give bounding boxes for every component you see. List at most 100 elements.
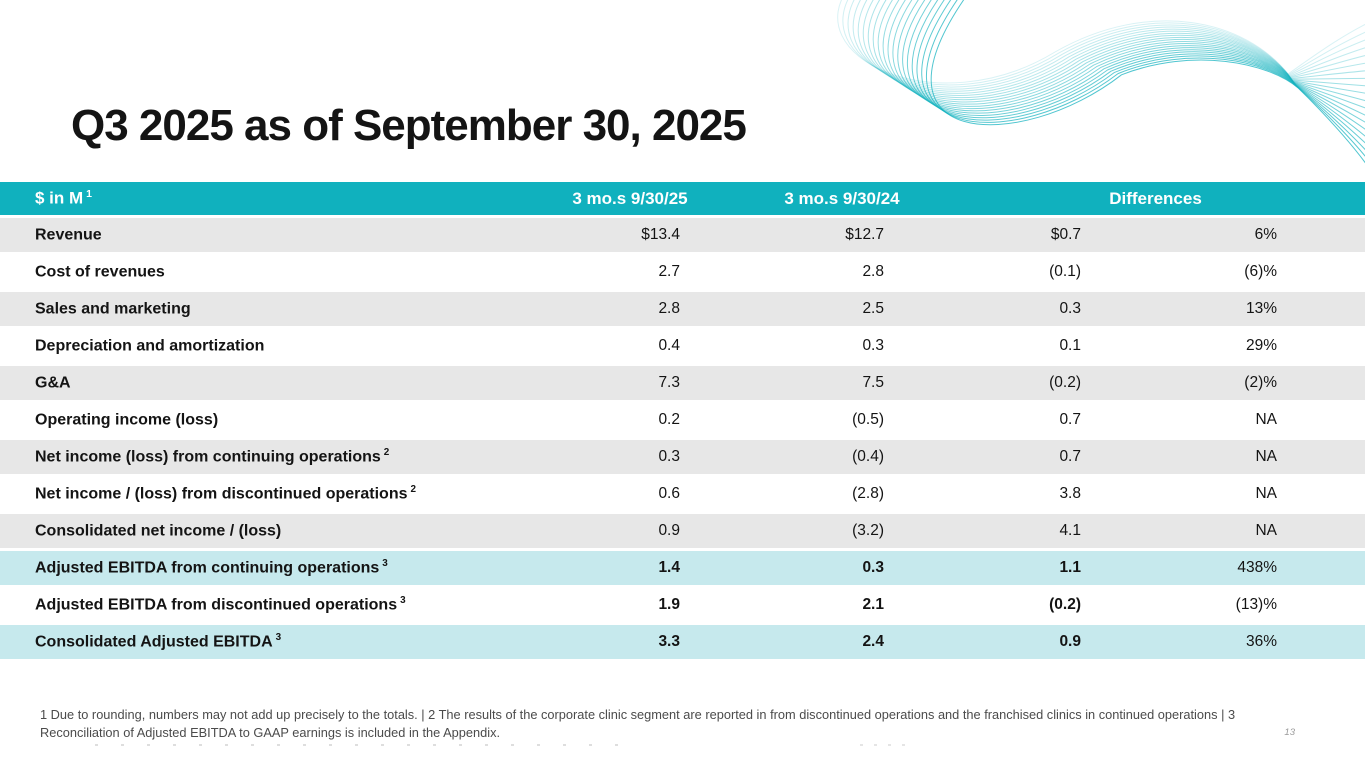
row-label: Consolidated Adjusted EBITDA [35,633,273,651]
row-label-cell: Revenue [0,218,500,252]
row-label-cell: Net income (loss) from continuing operat… [0,440,500,474]
row-label-cell: Adjusted EBITDA from continuing operatio… [0,551,500,585]
row-label: Cost of revenues [35,263,165,281]
value-current-period: 0.4 [500,329,710,363]
value-prior-period: 2.8 [710,255,924,289]
value-current-period: 1.4 [500,551,710,585]
table-row: Adjusted EBITDA from discontinued operat… [0,588,1365,622]
table-row: Consolidated Adjusted EBITDA 3 3.3 2.4 0.… [0,625,1365,659]
row-label: Net income (loss) from continuing operat… [35,448,381,466]
value-difference-pct: 36% [1121,625,1365,659]
value-current-period: $13.4 [500,218,710,252]
value-difference: $0.7 [924,218,1121,252]
page-number: 13 [1284,727,1295,738]
table-row: Sales and marketing 2.8 2.5 0.3 13% [0,292,1365,326]
value-prior-period: (3.2) [710,514,924,548]
value-difference: 0.9 [924,625,1121,659]
clipped-text-remnant [95,744,640,746]
value-difference: (0.2) [924,366,1121,400]
row-label-cell: Net income / (loss) from discontinued op… [0,477,500,511]
value-prior-period: 2.1 [710,588,924,622]
table-row: Net income / (loss) from discontinued op… [0,477,1365,511]
value-current-period: 0.2 [500,403,710,437]
value-difference: 0.7 [924,440,1121,474]
value-prior-period: 7.5 [710,366,924,400]
row-label-cell: Operating income (loss) [0,403,500,437]
value-difference: 0.1 [924,329,1121,363]
row-label: Adjusted EBITDA from discontinued operat… [35,596,398,614]
value-difference-pct: (13)% [1121,588,1365,622]
row-label: Revenue [35,226,102,244]
row-label-cell: Sales and marketing [0,292,500,326]
row-label: Sales and marketing [35,300,191,318]
row-footnote-ref: 3 [400,595,406,607]
value-prior-period: 2.5 [710,292,924,326]
wave-lines-icon [837,0,1365,164]
row-label-cell: Cost of revenues [0,255,500,289]
row-label: G&A [35,374,71,392]
row-label-cell: Depreciation and amortization [0,329,500,363]
row-label-cell: G&A [0,366,500,400]
value-difference-pct: (6)% [1121,255,1365,289]
value-prior-period: 2.4 [710,625,924,659]
footnotes: 1 Due to rounding, numbers may not add u… [40,707,1236,740]
value-current-period: 3.3 [500,625,710,659]
value-prior-period: (0.4) [710,440,924,474]
value-prior-period: 0.3 [710,329,924,363]
value-difference-pct: 13% [1121,292,1365,326]
value-difference-pct: 6% [1121,218,1365,252]
table-row: Adjusted EBITDA from continuing operatio… [0,551,1365,585]
wave-decoration [820,0,1365,182]
row-footnote-ref: 2 [410,484,416,496]
row-label: Operating income (loss) [35,411,219,429]
header-prior-period: 3 mo.s 9/30/24 [710,182,924,215]
value-difference: 1.1 [924,551,1121,585]
row-label-cell: Consolidated net income / (loss) [0,514,500,548]
header-differences: Differences [924,182,1365,215]
table-row: G&A 7.3 7.5 (0.2) (2)% [0,366,1365,400]
value-difference-pct: (2)% [1121,366,1365,400]
value-difference: 3.8 [924,477,1121,511]
value-difference-pct: 438% [1121,551,1365,585]
row-label: Consolidated net income / (loss) [35,522,282,540]
value-prior-period: (2.8) [710,477,924,511]
table-row: Operating income (loss) 0.2 (0.5) 0.7 NA [0,403,1365,437]
value-current-period: 0.3 [500,440,710,474]
value-difference: (0.2) [924,588,1121,622]
value-difference-pct: 29% [1121,329,1365,363]
value-difference: 0.3 [924,292,1121,326]
row-label: Depreciation and amortization [35,337,265,355]
value-current-period: 7.3 [500,366,710,400]
table-row: Revenue $13.4 $12.7 $0.7 6% [0,218,1365,252]
value-prior-period: 0.3 [710,551,924,585]
row-label: Net income / (loss) from discontinued op… [35,485,408,503]
header-footnote-ref: 1 [86,188,93,201]
row-label: Adjusted EBITDA from continuing operatio… [35,559,380,577]
slide-title: Q3 2025 as of September 30, 2025 [71,101,747,151]
row-footnote-ref: 2 [383,447,390,459]
value-difference-pct: NA [1121,477,1365,511]
row-footnote-ref: 3 [275,632,282,644]
value-difference: 4.1 [924,514,1121,548]
header-current-period: 3 mo.s 9/30/25 [500,182,710,215]
value-prior-period: (0.5) [710,403,924,437]
value-difference-pct: NA [1121,514,1365,548]
table-row: Depreciation and amortization 0.4 0.3 0.… [0,329,1365,363]
value-current-period: 2.8 [500,292,710,326]
table-row: Net income (loss) from continuing operat… [0,440,1365,474]
row-label-cell: Adjusted EBITDA from discontinued operat… [0,588,500,622]
table-row: Cost of revenues 2.7 2.8 (0.1) (6)% [0,255,1365,289]
value-current-period: 0.6 [500,477,710,511]
row-footnote-ref: 3 [382,558,388,570]
table-row: Consolidated net income / (loss) 0.9 (3.… [0,514,1365,548]
value-difference: 0.7 [924,403,1121,437]
row-label-cell: Consolidated Adjusted EBITDA 3 [0,625,500,659]
value-current-period: 0.9 [500,514,710,548]
value-difference: (0.1) [924,255,1121,289]
value-current-period: 1.9 [500,588,710,622]
clipped-text-remnant [860,744,915,746]
value-current-period: 2.7 [500,255,710,289]
